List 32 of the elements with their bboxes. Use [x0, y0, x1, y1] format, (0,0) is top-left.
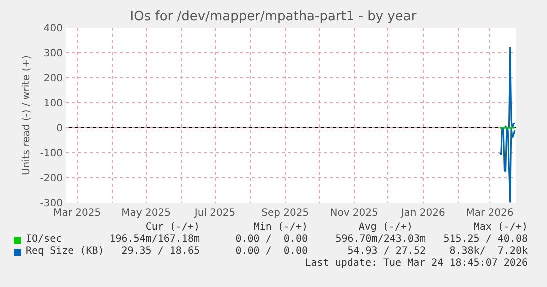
y-tick-label: -100: [40, 148, 63, 160]
text: Max (-/+): [474, 222, 528, 234]
x-tick-label: Jan 2026: [400, 208, 446, 219]
y-tick-label: 300: [44, 48, 63, 60]
x-tick-label: Jul 2025: [194, 208, 236, 219]
y-tick-label: 0: [56, 124, 63, 134]
text: Min (-/+): [254, 222, 308, 234]
text: 29.35 / 18.65: [122, 246, 200, 258]
y-tick-label: 100: [44, 98, 63, 110]
legend-label: Req Size (KB): [26, 246, 104, 258]
text: 596.70m/243.03m: [336, 234, 426, 246]
text: 0.00 / 0.00: [236, 246, 308, 258]
text: 515.25 / 40.08: [444, 234, 528, 246]
text: 54.93 / 27.52: [348, 246, 426, 258]
y-tick-label: -300: [40, 198, 63, 210]
x-tick-label: May 2025: [122, 208, 171, 219]
y-tick-label: -200: [40, 174, 63, 184]
x-tick-label: Mar 2026: [466, 208, 514, 219]
text: 0.00 / 0.00: [236, 234, 308, 246]
text: 8.38k/ 7.20k: [450, 246, 528, 258]
y-tick-label: 200: [44, 74, 63, 84]
x-tick-label: Sep 2025: [262, 208, 310, 219]
x-tick-label: Nov 2025: [330, 208, 378, 219]
text: 196.54m/167.18m: [110, 234, 200, 246]
legend-label: IO/sec: [26, 234, 62, 246]
text: Last update: Tue Mar 24 18:45:07 2026: [305, 258, 528, 270]
chart-title: IOs for /dev/mapper/mpatha-part1 - by year: [130, 10, 418, 25]
x-tick-label: Mar 2025: [54, 208, 102, 219]
text: Cur (-/+): [146, 222, 200, 234]
y-tick-label: 400: [44, 24, 63, 34]
text: Avg (-/+): [358, 222, 413, 234]
y-axis-title: Units read (-) / write (+): [21, 55, 32, 176]
